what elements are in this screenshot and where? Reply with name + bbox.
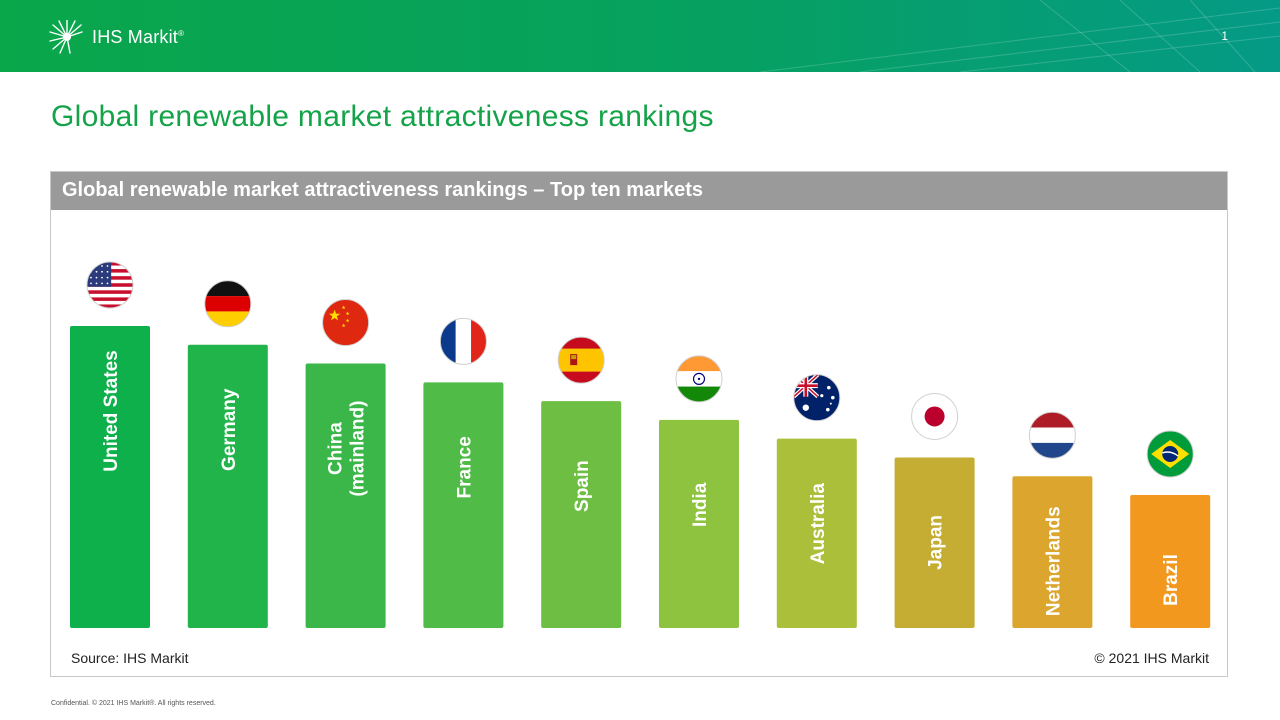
bar-label: China(mainland) xyxy=(326,401,369,497)
bar-label: Brazil xyxy=(1161,554,1182,606)
bar-label: Japan xyxy=(926,515,947,570)
china-flag-icon xyxy=(322,299,370,347)
france-flag-icon xyxy=(439,317,487,365)
bar-label: United States xyxy=(101,350,122,471)
bar-france xyxy=(423,382,504,628)
bar-australia xyxy=(776,438,857,628)
chart-panel: Global renewable market attractiveness r… xyxy=(50,171,1228,677)
spain-flag-icon xyxy=(557,336,605,384)
bar-label: India xyxy=(690,482,711,527)
copyright-note: © 2021 IHS Markit xyxy=(1094,650,1209,666)
logo-text: IHS Markit® xyxy=(92,26,185,47)
chart-title: Global renewable market attractiveness r… xyxy=(62,179,703,201)
bar-brazil xyxy=(1130,495,1211,628)
source-note: Source: IHS Markit xyxy=(71,650,189,666)
bar-netherlands xyxy=(1012,476,1093,628)
bar-india xyxy=(659,419,739,628)
brazil-flag-icon xyxy=(1146,430,1194,478)
bar-germany xyxy=(187,344,268,628)
bar-label: France xyxy=(454,436,475,498)
bar-china-mainland xyxy=(305,363,386,628)
header-banner: IHS Markit® 1 xyxy=(0,0,1280,72)
chart-panel-header: Global renewable market attractiveness r… xyxy=(51,172,1227,210)
page-number: 1 xyxy=(1221,29,1228,43)
australia-flag-icon xyxy=(793,374,841,422)
logo-swirl-icon xyxy=(49,20,83,54)
page-title: Global renewable market attractiveness r… xyxy=(51,100,714,133)
netherlands-flag-icon xyxy=(1028,411,1076,459)
bar-spain xyxy=(541,401,622,628)
bar-label: Spain xyxy=(572,460,593,512)
bar-label: Australia xyxy=(808,483,829,565)
japan-flag-icon xyxy=(911,392,959,440)
footer-confidential: Confidential. © 2021 IHS Markit®. All ri… xyxy=(51,700,216,707)
ihs-markit-logo: IHS Markit® xyxy=(48,20,184,54)
us-flag-icon xyxy=(86,261,134,309)
bar-label: Germany xyxy=(219,388,240,471)
germany-flag-icon xyxy=(204,280,252,328)
india-flag-icon xyxy=(675,355,723,403)
bar-label: Netherlands xyxy=(1043,506,1064,616)
banner-decoration xyxy=(759,0,1280,72)
bar-united-states xyxy=(70,326,150,628)
bar-japan xyxy=(894,457,975,628)
